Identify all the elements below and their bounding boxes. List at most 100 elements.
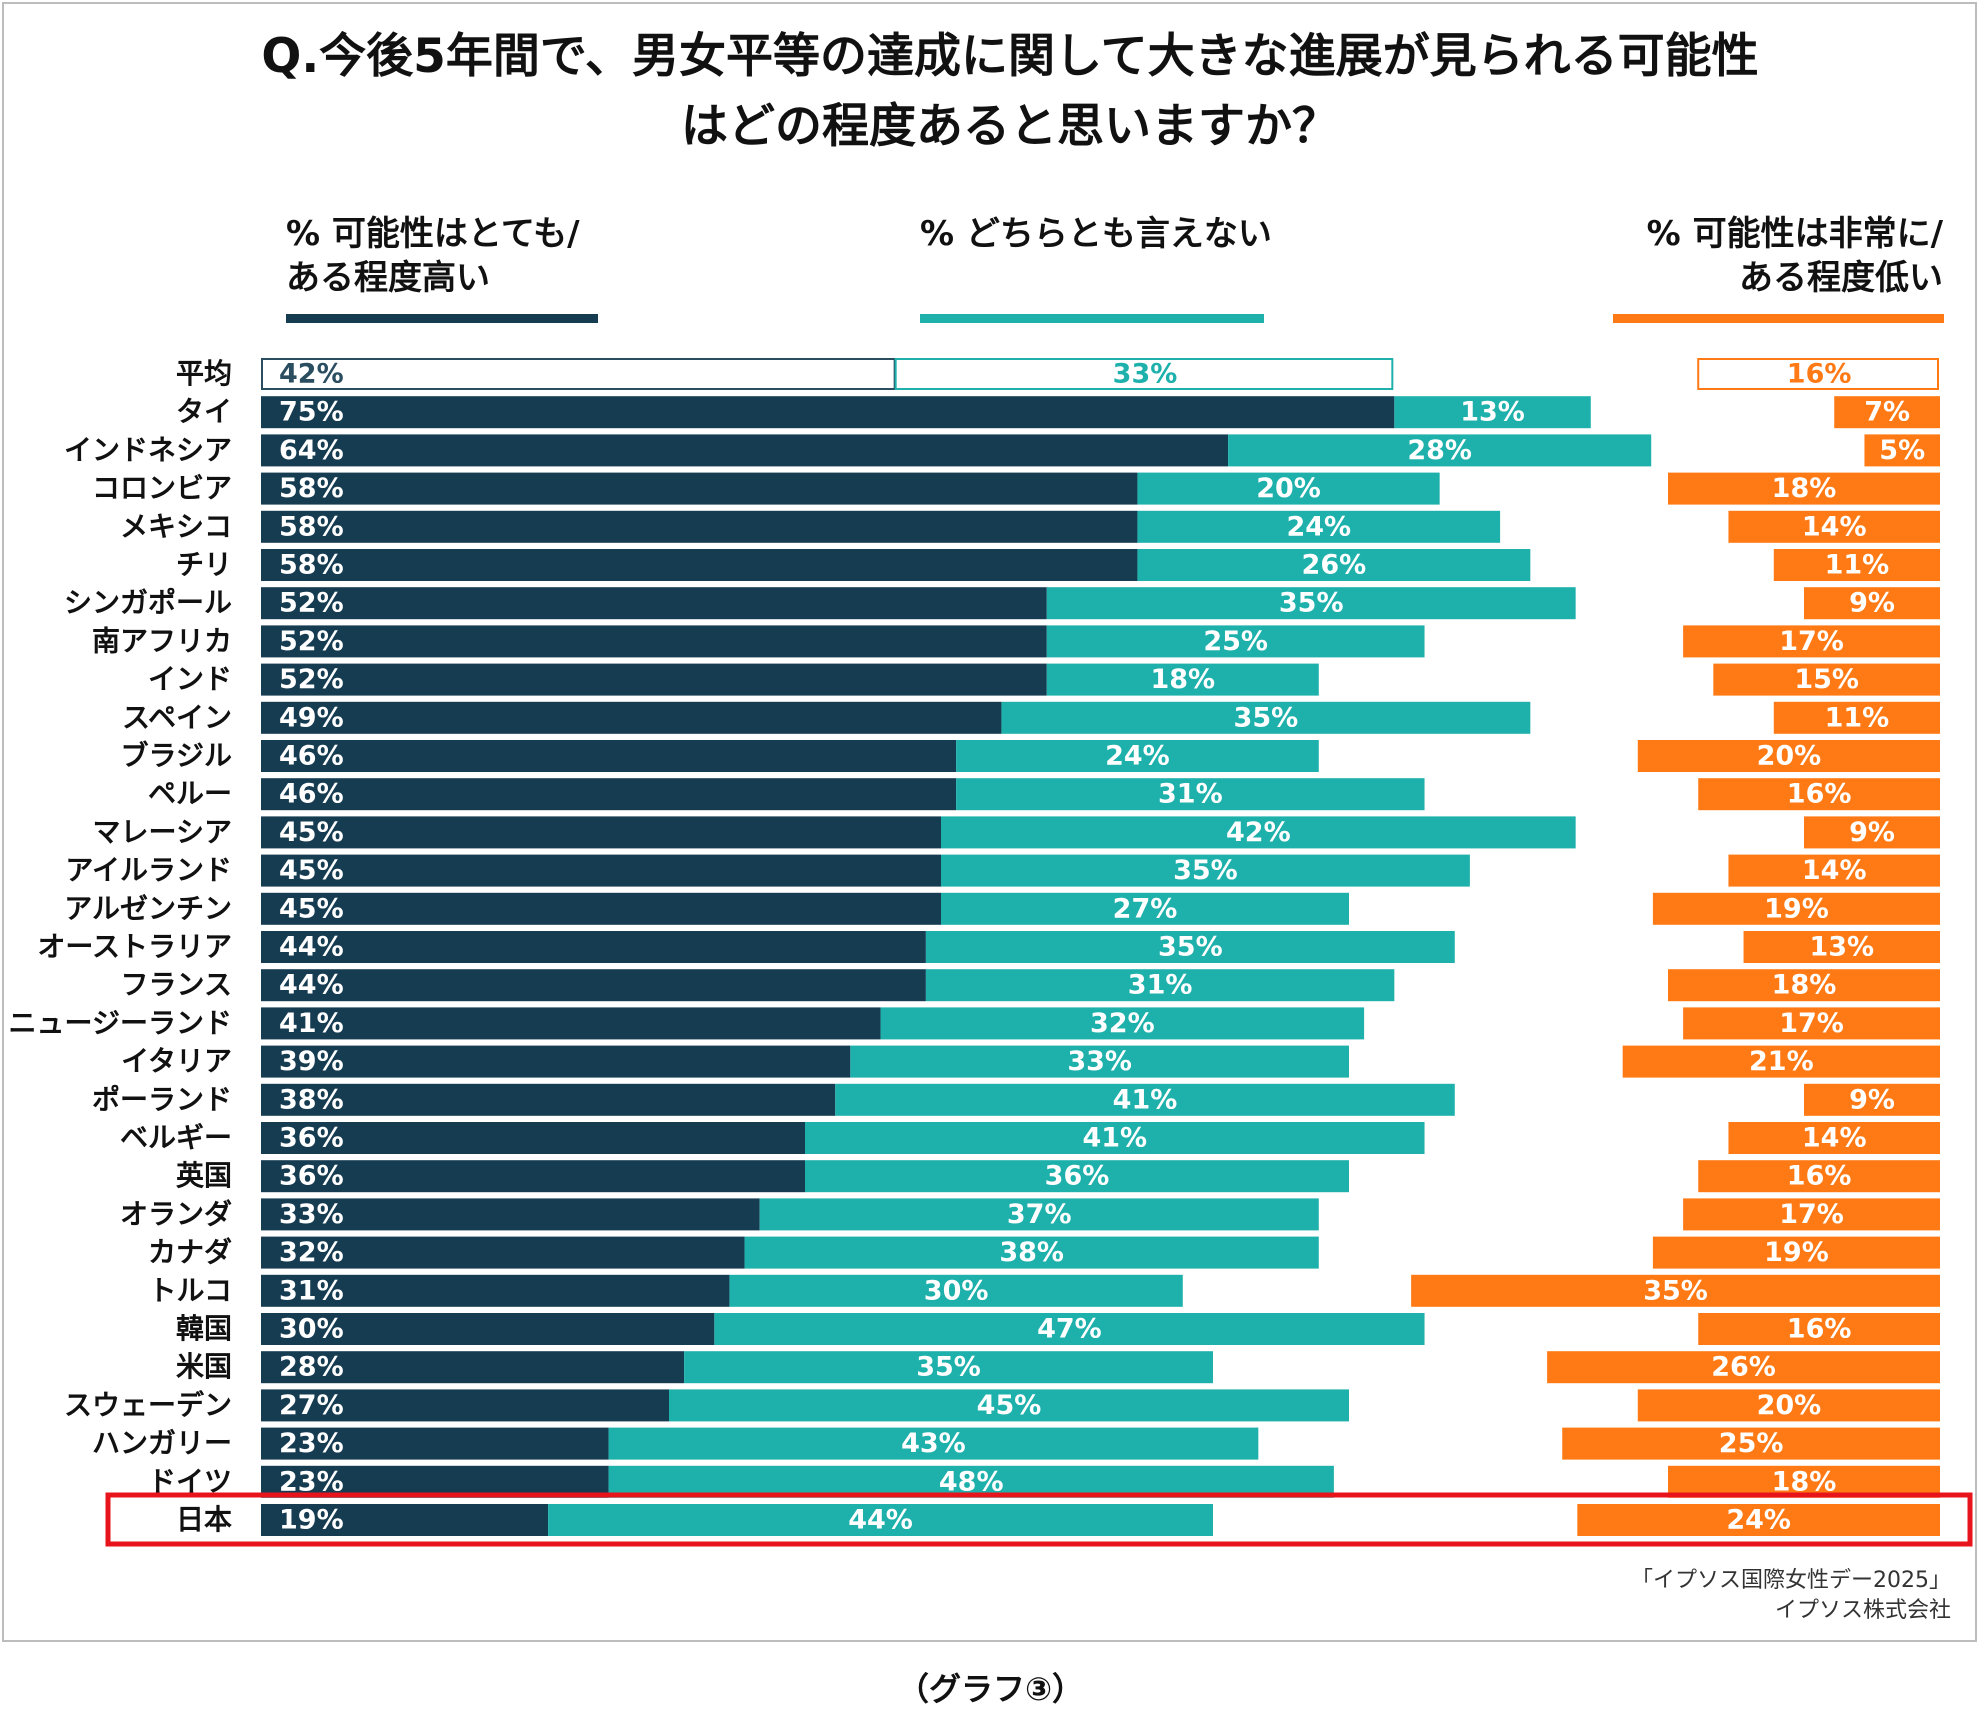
value-label-neutral: 31%	[1158, 779, 1223, 810]
bar-neutral	[956, 778, 1425, 811]
bar-high	[261, 625, 1047, 658]
bar-neutral	[925, 969, 1395, 1002]
bar-low	[1668, 969, 1940, 1002]
country-label: タイ	[176, 395, 232, 428]
legend-high: % 可能性はとても/ ある程度高い	[286, 212, 580, 300]
value-label-high: 44%	[279, 932, 344, 963]
bar-low	[1743, 931, 1940, 963]
value-label-neutral: 32%	[1090, 1008, 1155, 1039]
bar-neutral	[608, 1465, 1334, 1498]
bar-low	[1804, 587, 1940, 620]
bar-neutral	[804, 1122, 1425, 1154]
bar-high	[261, 1313, 715, 1345]
bar-neutral	[1046, 663, 1319, 696]
value-label-high: 27%	[279, 1390, 344, 1421]
value-label-neutral: 35%	[1173, 855, 1238, 886]
bar-neutral	[759, 1198, 1319, 1231]
figure-caption: （グラフ③）	[896, 1670, 1085, 1708]
value-label-low: 21%	[1749, 1046, 1814, 1077]
country-label: ドイツ	[148, 1465, 232, 1498]
bar-low	[1773, 549, 1940, 581]
value-label-low: 17%	[1779, 1008, 1844, 1039]
country-label: ニュージーランド	[9, 1006, 232, 1039]
value-label-high: 28%	[279, 1352, 344, 1383]
bar-low	[1547, 1351, 1940, 1384]
value-label-low: 9%	[1849, 817, 1895, 848]
bar-neutral	[608, 1427, 1259, 1460]
country-label: チリ	[176, 548, 232, 581]
value-label-neutral: 18%	[1150, 664, 1215, 695]
bar-low	[1637, 1389, 1940, 1422]
value-label-neutral: 26%	[1302, 550, 1367, 581]
bar-high	[261, 1389, 669, 1422]
bar-low	[1411, 1274, 1940, 1307]
country-label: シンガポール	[64, 586, 232, 619]
bar-low	[1834, 396, 1940, 429]
value-label-neutral: 31%	[1128, 970, 1193, 1001]
value-label-high: 52%	[279, 626, 344, 657]
value-label-low: 19%	[1764, 893, 1829, 924]
legend-high-line-2: ある程度高い	[286, 258, 490, 298]
bar-neutral	[548, 1504, 1213, 1536]
bar-neutral	[940, 816, 1576, 849]
value-label-neutral: 24%	[1105, 741, 1170, 772]
bar-high	[261, 931, 926, 963]
country-label: 英国	[176, 1159, 232, 1192]
bar-high	[261, 816, 941, 849]
bar-high	[261, 1083, 836, 1116]
bar-neutral	[714, 1313, 1425, 1345]
bar-high	[261, 1274, 730, 1307]
bar-neutral	[1228, 434, 1652, 467]
bar-high	[261, 1045, 851, 1078]
country-label: マレーシア	[93, 815, 232, 848]
bar-high	[261, 1122, 805, 1154]
value-label-low: 5%	[1879, 435, 1925, 466]
legend-neutral: % どちらとも言えない	[920, 212, 1272, 256]
value-label-neutral: 24%	[1286, 511, 1351, 542]
value-label-high: 32%	[279, 1237, 344, 1268]
bar-high	[261, 1504, 549, 1536]
legend-neutral-line-1: % どちらとも言えない	[920, 214, 1272, 254]
value-label-neutral: 44%	[848, 1505, 913, 1536]
bar-low	[1683, 625, 1940, 658]
value-label-high: 45%	[279, 817, 344, 848]
value-label-low: 14%	[1802, 855, 1867, 886]
country-label: 韓国	[176, 1312, 232, 1345]
bar-neutral	[956, 740, 1319, 772]
value-label-low: 17%	[1779, 626, 1844, 657]
value-label-low: 13%	[1809, 932, 1874, 963]
value-label-high: 38%	[279, 1084, 344, 1115]
bar-neutral	[1046, 625, 1425, 658]
bar-high	[261, 1427, 609, 1460]
country-label: コロンビア	[92, 472, 232, 505]
bar-low	[1698, 1313, 1940, 1345]
bar-neutral	[835, 1083, 1455, 1116]
source-line-1: 「イプソス国際女性デー2025」	[1631, 1568, 1951, 1593]
bar-neutral	[1137, 549, 1531, 581]
bar-low	[1804, 816, 1940, 849]
country-label: メキシコ	[120, 510, 232, 543]
value-label-neutral: 36%	[1045, 1161, 1110, 1192]
value-label-low: 20%	[1757, 741, 1822, 772]
value-label-low: 16%	[1787, 779, 1852, 810]
value-label-low: 14%	[1802, 511, 1867, 542]
country-label: スペイン	[122, 701, 232, 734]
legend-low-line-2: ある程度低い	[1739, 258, 1943, 298]
value-label-neutral: 43%	[901, 1428, 966, 1459]
value-label-neutral: 28%	[1407, 435, 1472, 466]
bar-neutral	[880, 1007, 1365, 1040]
value-label-neutral: 35%	[1234, 702, 1299, 733]
value-label-neutral: 41%	[1082, 1123, 1147, 1154]
highlight-box	[105, 1492, 1973, 1547]
value-label-neutral: 35%	[1279, 588, 1344, 619]
legend-swatch-neutral	[920, 314, 1264, 323]
bar-low	[1622, 1045, 1940, 1078]
source-line-2: イプソス株式会社	[1774, 1598, 1951, 1623]
value-label-low: 16%	[1787, 359, 1852, 390]
bar-neutral	[744, 1236, 1319, 1269]
value-label-high: 39%	[279, 1046, 344, 1077]
value-label-low: 11%	[1825, 550, 1890, 581]
bar-high	[261, 854, 941, 887]
value-label-low: 16%	[1787, 1314, 1852, 1345]
